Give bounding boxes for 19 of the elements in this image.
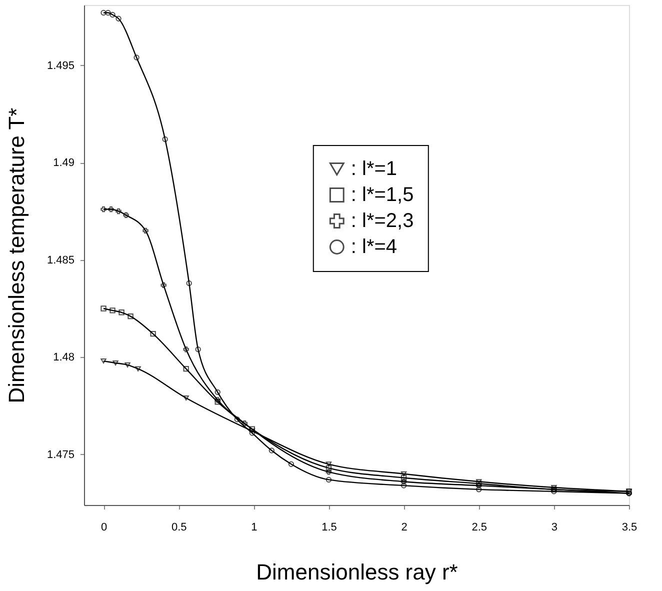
y-tick-label: 1.475 <box>46 448 74 461</box>
y-tick-label: 1.48 <box>53 352 74 364</box>
legend-label: : l*=1,5 <box>350 184 414 206</box>
y-tick-label: 1.495 <box>46 60 74 72</box>
legend-label: : l*=4 <box>350 236 398 258</box>
x-tick-label: 0 <box>100 522 108 534</box>
legend-label: : l*=2,3 <box>350 210 414 232</box>
legend-label: : l*=1 <box>350 158 398 180</box>
y-tick-label: 1.49 <box>53 157 74 170</box>
x-tick-label: 2 <box>401 522 408 534</box>
y-axis-title: Dimensionless temperature T* <box>4 107 29 404</box>
x-tick-label: 1.5 <box>322 522 337 534</box>
x-tick-label: 0.5 <box>171 522 187 534</box>
x-tick-label: 1 <box>251 522 258 534</box>
x-axis-title: Dimensionless ray r* <box>256 560 458 584</box>
y-tick-label: 1.485 <box>46 254 74 266</box>
x-tick-label: 3.5 <box>622 522 638 534</box>
x-tick-label: 3 <box>551 522 558 534</box>
x-tick-label: 2.5 <box>472 522 488 534</box>
